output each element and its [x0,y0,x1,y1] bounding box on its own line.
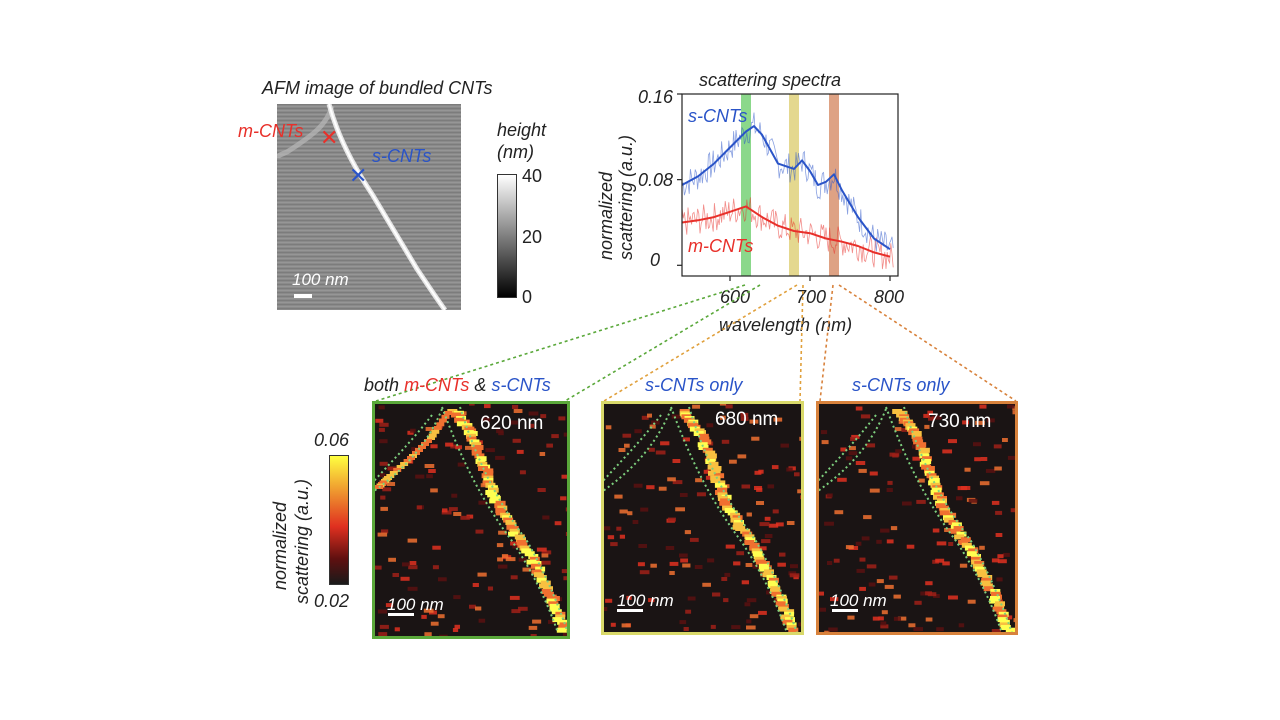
spectra-ytick-0: 0 [650,250,660,270]
map-scalebar-label-620: 100 nm [387,595,444,614]
afm-colorbar [497,174,517,298]
spectra-xlabel: wavelength (nm) [719,315,853,335]
afm-m-cnts-label: m-CNTs [238,121,304,141]
highlight-band-730 [829,94,839,276]
map-panel-730: 730 nm 100 nm [816,401,1026,639]
afm-colorbar-tick-0: 0 [522,287,533,307]
spectra-title: scattering spectra [699,70,842,90]
afm-m-cnts-marker-icon: ✕ [320,125,339,150]
afm-colorbar-tick-40: 40 [522,166,543,186]
afm-s-cnts-marker-icon: ✕ [349,163,368,188]
map-panel-border [601,401,804,635]
afm-image [274,103,461,312]
map-panel-border [372,401,570,639]
map-panel-620: 620 nm 100 nm [372,401,576,639]
map-panel-680: 680 nm 100 nm [601,401,808,638]
highlight-band-620 [741,94,751,276]
connector-680-left [603,284,798,402]
afm-colorbar-title-2: (nm) [497,142,534,162]
spectra-plot-frame [681,93,899,277]
map-scalebar-label-730: 100 nm [830,591,887,610]
fit-line-m-CNTs [681,205,891,258]
connector-620-right [564,284,761,402]
map-wavelength-680: 680 nm [715,409,779,430]
spectra-xtick-600: 600 [720,287,750,307]
map-scalebar-label-680: 100 nm [617,591,674,610]
map-wavelength-620: 620 nm [480,413,544,434]
connector-730-right [838,284,1017,402]
spectra-s-cnts-label: s-CNTs [688,106,747,126]
map-header-s-only-730: s-CNTs only [852,375,950,395]
map-colorbar-title-2: scattering (a.u.) [292,478,312,604]
spectra-xtick-800: 800 [874,287,904,307]
map-header-both: both m-CNTs & s-CNTs [364,375,551,395]
map-wavelength-730: 730 nm [928,411,992,432]
raw-trace-m-CNTs [681,197,894,270]
highlight-band-680 [789,94,799,276]
map-colorbar [329,455,349,585]
map-colorbar-title-1: normalized [270,501,290,590]
afm-colorbar-title-1: height [497,120,547,140]
afm-scalebar-label: 100 nm [292,270,349,289]
map-colorbar-min: 0.02 [314,591,350,611]
map-colorbar-max: 0.06 [314,430,350,450]
spectra-ytick-0.08: 0.08 [638,170,673,190]
fit-line-s-CNTs [681,125,891,251]
spectra-m-cnts-label: m-CNTs [688,236,753,256]
raw-trace-s-CNTs [681,112,894,252]
map-header-s-only-680: s-CNTs only [645,375,743,395]
spectra-ytick-0.16: 0.16 [638,87,674,107]
spectra-chart: s-CNTs m-CNTs 0.16 0.08 0 600 700 800 [638,87,904,307]
afm-s-cnts-label: s-CNTs [372,146,432,166]
connector-680-right [799,284,804,402]
map-panel-border [816,401,1018,635]
connector-620-left [375,284,746,402]
afm-colorbar-tick-20: 20 [522,227,543,247]
afm-title: AFM image of bundled CNTs [262,78,493,98]
connector-730-left [819,284,834,402]
